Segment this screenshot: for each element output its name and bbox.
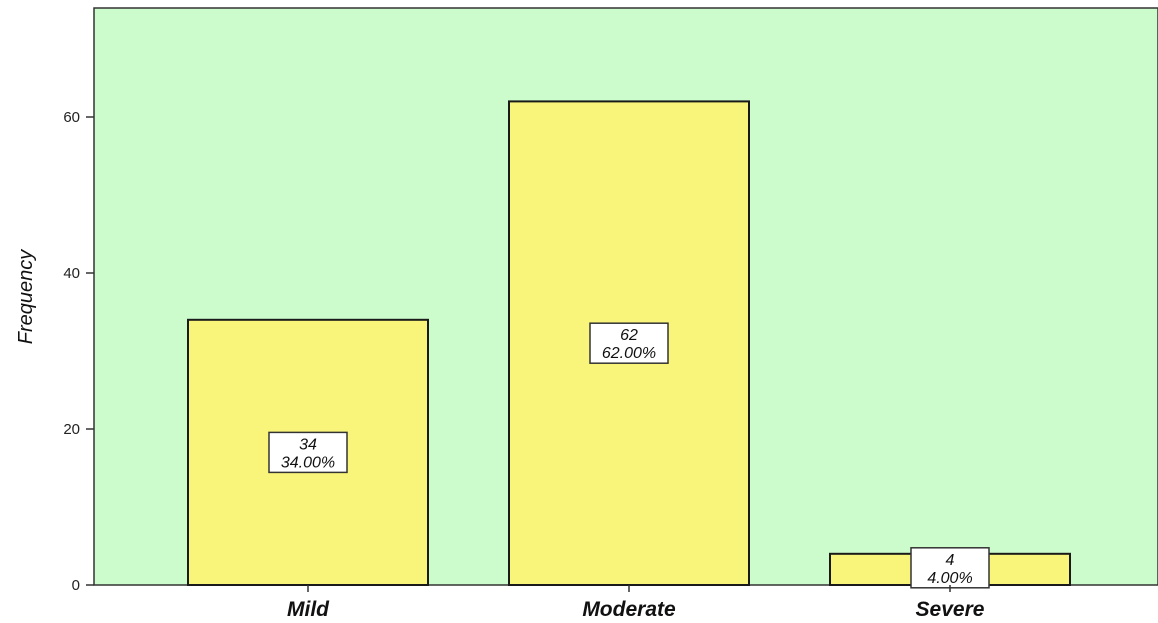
y-axis-title: Frequency (15, 249, 37, 344)
y-tick-label: 20 (63, 421, 80, 438)
x-category-label: Mild (287, 598, 330, 621)
y-tick-label: 0 (72, 577, 80, 594)
data-label-percent: 62.00% (602, 345, 656, 362)
data-label-box (910, 547, 990, 589)
y-tick-label: 40 (63, 265, 80, 282)
data-label-count: 4 (946, 552, 955, 569)
data-label-count: 62 (620, 327, 638, 344)
data-label-severe: 44.00% (910, 547, 990, 589)
data-label-box (268, 431, 348, 474)
data-label-percent: 4.00% (927, 570, 972, 587)
data-label-box (589, 322, 669, 364)
y-tick-label: 60 (63, 109, 80, 126)
y-axis: 0 20 40 60 (63, 109, 94, 594)
x-axis: Mild Moderate Severe (287, 585, 985, 621)
data-label-percent: 34.00% (281, 454, 335, 471)
x-category-label: Severe (916, 598, 985, 621)
data-label-count: 34 (299, 436, 317, 453)
x-category-label: Moderate (582, 598, 676, 621)
